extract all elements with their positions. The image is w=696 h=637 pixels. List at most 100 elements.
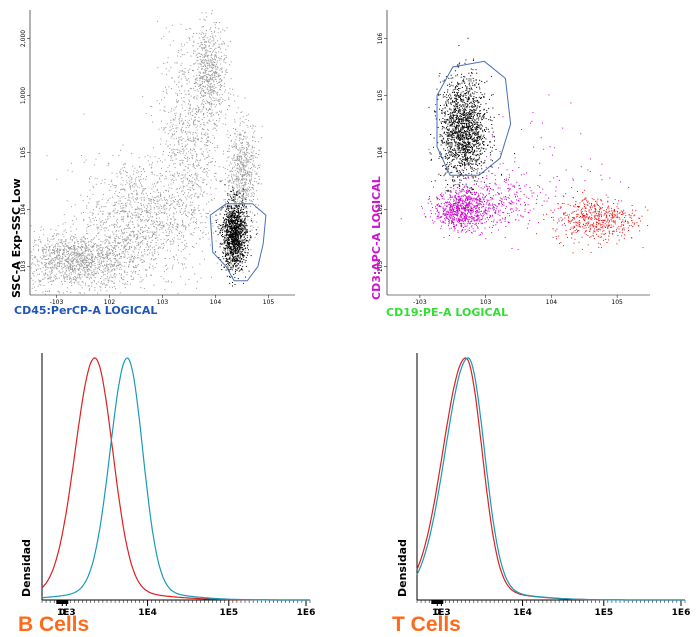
event-dot [112,265,114,267]
event-dot [178,137,180,139]
event-dot [136,192,138,194]
event-dot [161,243,163,245]
event-dot [160,225,162,227]
event-dot [196,75,198,76]
event-dot [209,103,211,105]
event-dot [234,239,236,241]
event-dot [175,128,177,130]
event-dot [124,166,125,168]
event-dot [238,205,240,207]
event-dot [233,207,235,209]
event-dot [224,91,226,93]
event-dot [55,263,57,265]
event-dot [253,147,255,149]
event-dot [122,279,124,281]
event-dot [44,293,46,295]
event-dot [200,124,202,125]
event-dot [139,242,141,244]
event-dot [62,245,64,247]
event-dot [234,170,236,171]
event-dot [182,138,184,140]
event-dot [223,43,225,45]
event-dot [51,272,53,274]
event-dot [45,262,47,264]
event-dot [241,230,243,232]
event-dot [208,162,210,164]
event-dot [213,85,215,87]
event-dot [122,220,124,222]
event-dot [167,203,169,205]
event-dot [220,58,222,60]
event-dot [249,237,251,239]
event-dot [181,104,183,106]
event-dot [172,227,174,229]
event-dot [223,77,225,79]
event-dot [30,225,32,227]
event-dot [76,261,78,263]
event-dot [124,257,126,259]
event-dot [188,139,190,141]
event-dot [189,137,191,139]
event-dot [180,97,182,99]
event-dot [174,144,176,146]
event-dot [38,250,39,252]
event-dot [241,221,242,223]
event-dot [237,259,238,261]
event-dot [62,263,64,265]
event-dot [244,230,246,232]
event-dot [240,163,242,165]
event-dot [180,198,182,200]
event-dot [71,171,73,173]
event-dot [199,167,201,169]
event-dot [189,253,191,255]
event-dot [158,224,160,226]
event-dot [214,100,216,102]
event-dot [100,286,102,288]
event-dot [126,271,128,273]
event-dot [114,202,116,203]
event-dot [181,143,183,145]
event-dot [119,262,121,263]
event-dot [239,207,241,209]
event-dot [207,156,209,158]
event-dot [239,244,241,246]
event-dot [106,284,108,286]
event-dot [191,154,193,156]
event-dot [122,282,124,284]
event-dot [170,243,172,245]
event-dot [202,100,204,102]
event-dot [126,237,128,239]
event-dot [107,273,109,275]
event-dot [206,168,208,169]
event-dot [195,126,197,128]
event-dot [96,177,98,179]
event-dot [176,211,177,213]
event-dot [110,265,112,267]
event-dot [207,50,209,52]
event-dot [151,220,153,221]
event-dot [224,227,226,229]
event-dot [167,145,169,147]
event-dot [188,110,190,112]
event-dot [77,282,79,284]
event-dot [66,278,68,280]
event-dot [42,255,44,257]
event-dot [95,256,96,258]
event-dot [244,165,246,167]
event-dot [179,70,181,72]
event-dot [184,145,186,147]
event-dot [94,260,95,262]
event-dot [189,222,191,224]
event-dot [214,78,216,80]
event-dot [171,196,173,198]
event-dot [108,248,110,250]
event-dot [247,194,249,196]
event-dot [242,182,244,184]
event-dot [85,159,87,161]
event-dot [188,93,190,95]
event-dot [136,257,138,259]
event-dot [50,272,52,274]
event-dot [92,185,94,187]
event-dot [251,178,252,180]
event-dot [154,211,156,213]
